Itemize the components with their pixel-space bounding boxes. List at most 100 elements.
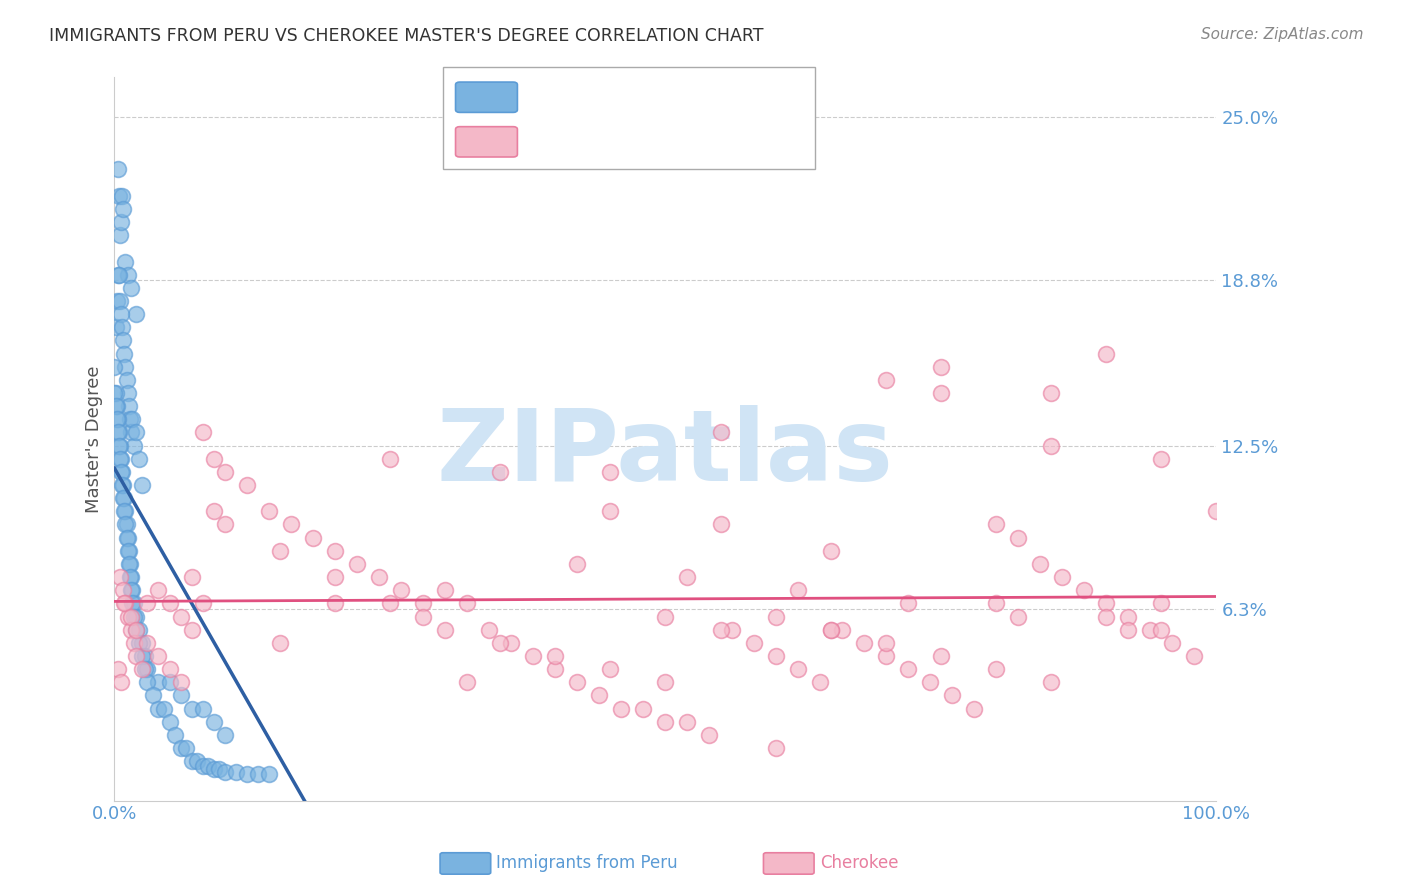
Point [831,623,853,637]
Point [114,254,136,268]
Point [709,425,731,440]
Point [111,188,134,202]
Point [412,609,434,624]
Point [1095,596,1118,610]
Point [434,623,457,637]
Point [489,636,512,650]
Point [108,293,131,308]
Point [820,623,842,637]
Point [1095,609,1118,624]
Point [118,399,141,413]
Point [378,451,401,466]
Point [897,596,920,610]
Point [125,609,148,624]
Point [257,767,280,781]
Point [786,662,808,676]
Point [875,373,897,387]
Point [191,596,214,610]
Point [1161,636,1184,650]
Point [120,425,142,440]
Point [501,636,523,650]
Point [103,386,125,401]
Point [142,689,165,703]
Text: IMMIGRANTS FROM PERU VS CHEROKEE MASTER'S DEGREE CORRELATION CHART: IMMIGRANTS FROM PERU VS CHEROKEE MASTER'… [49,27,763,45]
Point [112,491,135,506]
Point [128,623,150,637]
Point [191,425,214,440]
Point [202,762,225,776]
Point [118,557,141,571]
Point [108,439,131,453]
Point [367,570,389,584]
Point [159,714,181,729]
Point [128,451,150,466]
Point [125,307,148,321]
Point [114,517,136,532]
Point [1007,531,1029,545]
Point [108,570,131,584]
Point [180,623,202,637]
Point [765,648,787,663]
Point [118,570,141,584]
Point [159,662,181,676]
Point [136,675,159,690]
Point [108,268,131,282]
Point [456,675,478,690]
Point [103,359,125,374]
Point [1050,570,1073,584]
Point [111,478,134,492]
Point [120,583,142,598]
Point [1150,596,1173,610]
Point [544,648,567,663]
Point [963,701,986,715]
Point [112,491,135,506]
Point [125,648,148,663]
Point [121,583,143,598]
Point [169,675,191,690]
Point [654,609,676,624]
Point [104,320,127,334]
Point [118,412,141,426]
Point [1205,504,1227,518]
Text: ZIPatlas: ZIPatlas [437,405,894,502]
Point [984,596,1007,610]
Point [269,636,291,650]
Point [180,754,202,768]
Point [929,359,952,374]
Point [112,596,135,610]
Point [111,320,134,334]
Point [108,228,131,243]
Point [120,570,142,584]
Point [610,701,633,715]
Point [489,465,512,479]
Point [122,596,145,610]
Point [808,675,831,690]
Point [153,701,176,715]
Point [918,675,941,690]
Point [108,439,131,453]
Point [699,728,721,742]
Point [1150,623,1173,637]
Point [107,425,129,440]
Point [110,215,132,229]
Point [214,465,236,479]
Point [117,609,139,624]
Point [117,268,139,282]
Point [765,609,787,624]
Point [114,596,136,610]
Point [588,689,610,703]
Point [720,623,742,637]
Point [122,439,145,453]
Point [202,451,225,466]
Point [208,762,231,776]
Point [1040,386,1063,401]
Point [148,675,170,690]
Point [115,373,138,387]
Point [567,675,589,690]
Point [389,583,412,598]
Point [1040,675,1063,690]
Point [214,728,236,742]
Point [114,359,136,374]
Point [434,583,457,598]
Text: R =  0.019   N = 120: R = 0.019 N = 120 [524,129,742,147]
